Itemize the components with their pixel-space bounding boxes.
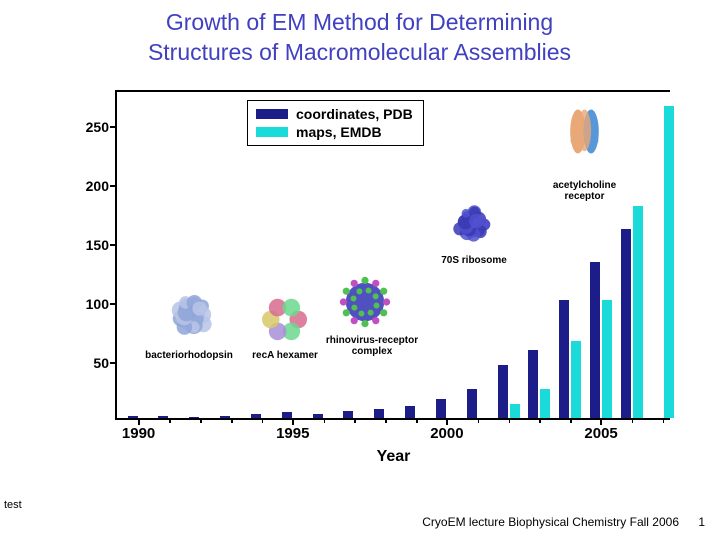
x-tick-label: 1990: [122, 425, 155, 442]
bar-pdb: [374, 409, 384, 418]
x-tick-minor: [231, 418, 233, 423]
bar-emdb: [664, 106, 674, 418]
x-tick-minor: [478, 418, 480, 423]
y-tick-label: 100: [69, 296, 109, 312]
molecule-bacteriorhodopsin: [157, 282, 227, 347]
molecule-70S-ribosome: [442, 197, 502, 252]
bar-emdb: [571, 341, 581, 418]
x-tick-label: 1995: [276, 425, 309, 442]
y-tick-label: 150: [69, 237, 109, 253]
bar-pdb: [621, 229, 631, 418]
legend-swatch-emdb: [256, 127, 288, 137]
bar-emdb: [510, 404, 520, 418]
chart-area: coordinates, PDB maps, EMDB Year 50 100 15…: [60, 90, 675, 470]
molecule-label-70S-ribosome: 70S ribosome: [439, 255, 509, 266]
x-tick-mark: [292, 418, 294, 425]
legend-label-pdb: coordinates, PDB: [296, 106, 413, 122]
legend-item-pdb: coordinates, PDB: [256, 105, 413, 123]
bar-emdb: [540, 389, 550, 418]
bar-pdb: [313, 414, 323, 418]
x-tick-minor: [169, 418, 171, 423]
footer-left: test: [4, 499, 22, 511]
molecule-label-bacteriorhodopsin: bacteriorhodopsin: [139, 350, 239, 361]
bar-pdb: [498, 365, 508, 418]
x-tick-minor: [509, 418, 511, 423]
x-tick-minor: [324, 418, 326, 423]
bar-emdb: [602, 300, 612, 418]
bar-pdb: [528, 350, 538, 418]
y-tick-label: 250: [69, 119, 109, 135]
x-tick-minor: [262, 418, 264, 423]
bar-pdb: [343, 411, 353, 418]
y-tick-mark: [110, 362, 117, 364]
x-tick-minor: [570, 418, 572, 423]
title-line2: Structures of Macromolecular Assemblies: [148, 39, 571, 65]
x-tick-minor: [354, 418, 356, 423]
x-tick-minor: [663, 418, 665, 423]
bar-pdb: [559, 300, 569, 418]
x-tick-mark: [600, 418, 602, 425]
x-tick-minor: [416, 418, 418, 423]
molecule-recA-hexamer: [252, 292, 317, 347]
legend-item-emdb: maps, EMDB: [256, 123, 413, 141]
y-tick-mark: [110, 303, 117, 305]
title-line1: Growth of EM Method for Determining: [166, 9, 553, 35]
y-tick-mark: [110, 185, 117, 187]
molecule-rhinovirus: [335, 272, 395, 332]
molecule-label-acetylcholine: acetylcholine receptor: [547, 180, 622, 202]
x-tick-mark: [138, 418, 140, 425]
molecule-label-rhinovirus: rhinovirus-receptor complex: [322, 335, 422, 357]
bar-pdb: [220, 416, 230, 418]
slide-title: Growth of EM Method for Determining Stru…: [0, 0, 719, 68]
legend-swatch-pdb: [256, 109, 288, 119]
x-tick-minor: [632, 418, 634, 423]
x-tick-mark: [446, 418, 448, 425]
bar-pdb: [436, 399, 446, 418]
page-number: 1: [698, 515, 705, 529]
legend-label-emdb: maps, EMDB: [296, 124, 382, 140]
legend: coordinates, PDB maps, EMDB: [247, 100, 424, 146]
y-tick-label: 50: [69, 355, 109, 371]
x-tick-minor: [385, 418, 387, 423]
molecule-label-recA-hexamer: recA hexamer: [245, 350, 325, 361]
x-tick-label: 2005: [584, 425, 617, 442]
plot-region: coordinates, PDB maps, EMDB Year 5010015…: [115, 90, 670, 420]
bar-pdb: [590, 262, 600, 418]
x-tick-minor: [539, 418, 541, 423]
bar-emdb: [633, 206, 643, 418]
bar-pdb: [282, 412, 292, 418]
footer-right: CryoEM lecture Biophysical Chemistry Fal…: [422, 515, 679, 529]
bar-pdb: [467, 389, 477, 418]
y-tick-label: 200: [69, 178, 109, 194]
molecule-acetylcholine: [557, 97, 612, 177]
bar-pdb: [128, 416, 138, 418]
y-tick-mark: [110, 126, 117, 128]
x-tick-label: 2000: [430, 425, 463, 442]
x-tick-minor: [200, 418, 202, 423]
y-tick-mark: [110, 244, 117, 246]
bar-pdb: [158, 416, 168, 418]
bar-pdb: [405, 406, 415, 418]
bar-pdb: [251, 414, 261, 418]
bar-pdb: [189, 417, 199, 418]
x-axis-label: Year: [377, 448, 411, 466]
